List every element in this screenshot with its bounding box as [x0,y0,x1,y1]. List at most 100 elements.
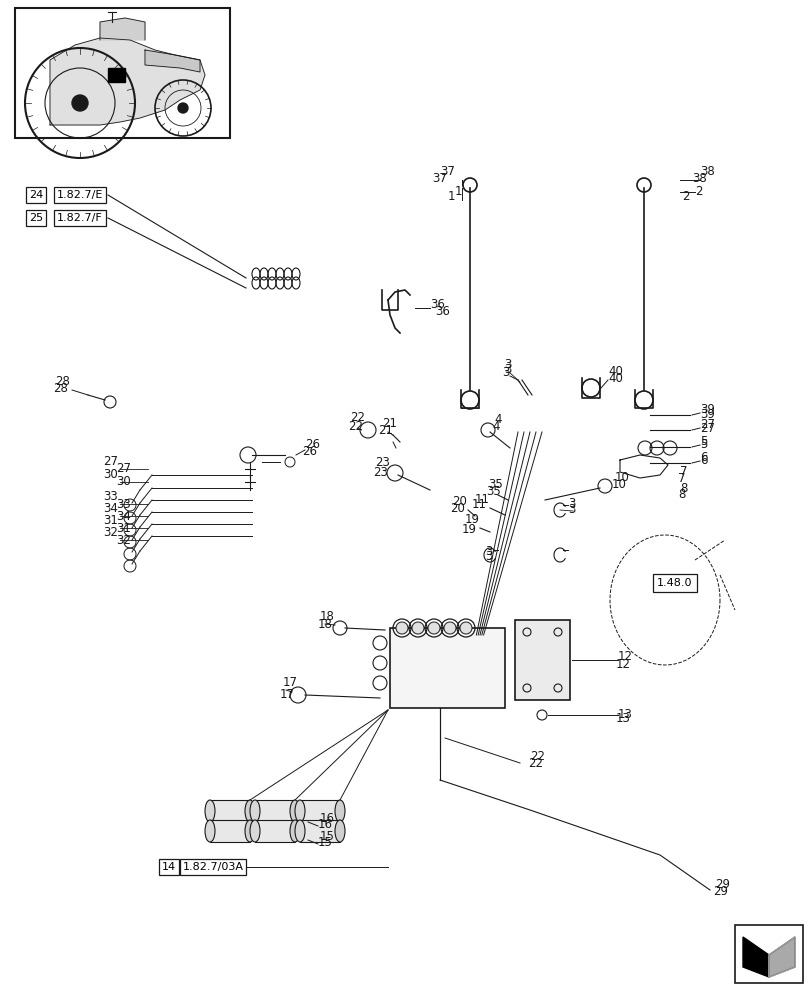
Text: 15: 15 [318,836,333,849]
Bar [210,820,250,842]
Text: 10: 10 [614,471,629,484]
Text: 17: 17 [283,676,298,689]
Circle shape [444,622,456,634]
Circle shape [427,622,440,634]
Text: 18: 18 [320,610,334,623]
Text: 13: 13 [616,712,630,725]
Text: 12: 12 [616,658,630,671]
Text: 40: 40 [607,365,622,378]
Text: 4: 4 [491,420,499,433]
Polygon shape [108,68,125,82]
Text: 25: 25 [29,213,43,223]
Bar [15,8,230,138]
Text: 22: 22 [527,757,543,770]
Text: 29: 29 [714,878,729,891]
Text: 30: 30 [103,468,118,481]
Text: 34: 34 [116,510,131,523]
Circle shape [460,622,471,634]
Ellipse shape [250,820,260,842]
Text: 28: 28 [55,375,70,388]
Text: 32: 32 [116,534,131,547]
Text: 3: 3 [504,358,511,371]
Bar [514,620,569,700]
Ellipse shape [294,800,305,822]
Text: 38: 38 [699,165,714,178]
Ellipse shape [204,820,215,842]
Polygon shape [742,937,794,977]
Text: 3: 3 [484,550,491,563]
Text: 39: 39 [699,403,714,416]
Text: 38: 38 [691,172,706,185]
Text: 7: 7 [679,465,687,478]
Text: 11: 11 [474,493,489,506]
Text: 26: 26 [302,445,316,458]
Text: 21: 21 [381,417,397,430]
Polygon shape [100,18,145,40]
Text: 6: 6 [699,451,706,464]
Text: 37: 37 [431,172,446,185]
Ellipse shape [290,800,299,822]
Text: 19: 19 [465,513,479,526]
Text: 8: 8 [679,482,687,495]
Polygon shape [50,38,204,125]
Text: 31: 31 [116,522,131,535]
Text: 5: 5 [699,438,706,451]
Text: 6: 6 [699,454,706,467]
Text: 27: 27 [699,418,714,431]
Polygon shape [768,937,794,977]
Text: 40: 40 [607,372,622,385]
Text: 16: 16 [318,818,333,831]
Text: 35: 35 [486,485,500,498]
Text: 13: 13 [617,708,632,721]
Text: 1.82.7/03A: 1.82.7/03A [182,862,243,872]
Text: 3: 3 [568,497,575,510]
Text: 33: 33 [103,490,118,503]
Text: 27: 27 [103,455,118,468]
Ellipse shape [290,820,299,842]
Text: 27: 27 [699,422,714,435]
Text: 23: 23 [372,466,388,479]
Bar [734,925,802,983]
Circle shape [178,103,188,113]
Text: 20: 20 [449,502,465,515]
Bar [255,800,294,822]
Polygon shape [768,937,794,977]
Text: 16: 16 [320,812,335,825]
Text: 22: 22 [350,411,365,424]
Text: 8: 8 [677,488,684,501]
Text: 19: 19 [461,523,476,536]
Text: 5: 5 [699,435,706,448]
Text: 18: 18 [318,618,333,631]
Text: 3: 3 [484,545,491,558]
Text: 1.48.0: 1.48.0 [656,578,692,588]
Text: 11: 11 [471,498,487,511]
Text: 2: 2 [681,190,689,203]
Bar [299,800,340,822]
Text: 30: 30 [116,475,131,488]
Text: 7: 7 [677,472,684,485]
Text: 37: 37 [440,165,454,178]
Bar [299,820,340,842]
Text: 34: 34 [103,502,118,515]
Text: 31: 31 [103,514,118,527]
Ellipse shape [245,800,255,822]
Text: 36: 36 [435,305,449,318]
Circle shape [411,622,423,634]
Bar [255,820,294,842]
Text: 22: 22 [530,750,544,763]
Text: 36: 36 [430,298,444,311]
Text: 1: 1 [454,185,462,198]
Bar [210,800,250,822]
Text: 33: 33 [116,498,131,511]
Text: 1.82.7/E: 1.82.7/E [57,190,103,200]
Text: 24: 24 [29,190,43,200]
Ellipse shape [335,820,345,842]
Text: 20: 20 [452,495,466,508]
Text: 1: 1 [448,190,455,203]
Text: 35: 35 [487,478,502,491]
Text: 32: 32 [103,526,118,539]
Text: 14: 14 [161,862,176,872]
Text: 2: 2 [694,185,702,198]
Text: 3: 3 [568,503,575,516]
Text: 21: 21 [378,424,393,437]
